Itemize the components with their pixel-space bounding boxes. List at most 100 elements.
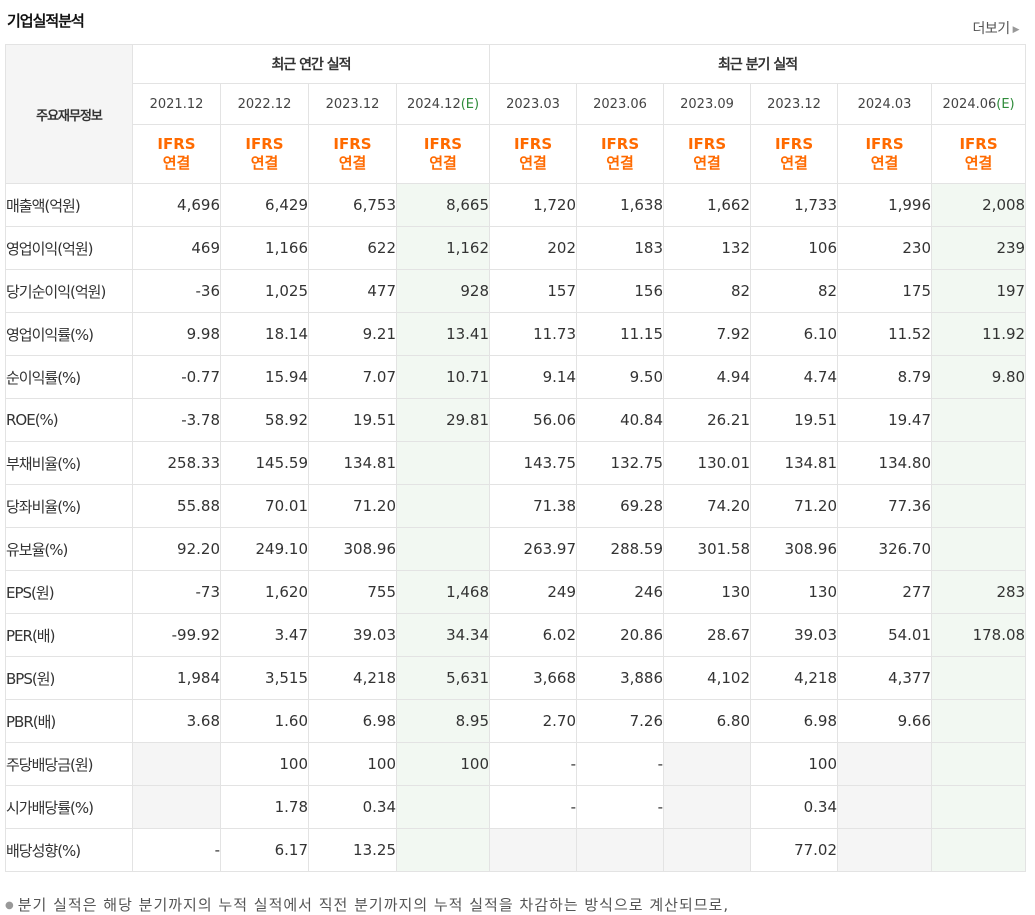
table-cell: - — [576, 742, 665, 786]
row-label: 당좌비율(%) — [5, 484, 133, 528]
section-header: 기업실적분석 더보기 ▶ — [0, 0, 1035, 44]
ifrs-header: IFRS 연결 — [750, 124, 839, 184]
table-cell: 4,696 — [132, 183, 221, 227]
table-cell: 258.33 — [132, 441, 221, 485]
table-row: 시가배당률(%) 1.78 0.34- -0.34 — [5, 785, 1027, 829]
table-cell: 1,468 — [395, 570, 491, 614]
table-cell — [663, 785, 752, 829]
ifrs-header: IFRS 연결 — [576, 124, 665, 184]
table-cell: -3.78 — [132, 398, 221, 442]
table-cell: 77.02 — [750, 828, 839, 872]
table-cell: - — [489, 785, 578, 829]
group-annual: 최근 연간 실적 — [131, 44, 491, 84]
table-cell: 1,162 — [395, 226, 491, 270]
table-cell: 1,662 — [663, 183, 752, 227]
table-cell: 230 — [837, 226, 933, 270]
table-cell: 70.01 — [220, 484, 309, 528]
table-cell: 9.80 — [931, 355, 1027, 399]
table-row: BPS(원) 1,984 3,515 4,218 5,631 3,668 3,886 4,10… — [5, 656, 1027, 700]
table-cell: 3,515 — [220, 656, 309, 700]
table-cell: 4,377 — [837, 656, 933, 700]
bullet-icon: ● — [5, 900, 15, 911]
period-header: 2023.06 — [576, 83, 665, 125]
period-header: 2022.12 — [220, 83, 309, 125]
table-cell: 13.25 — [308, 828, 397, 872]
consolidated-label: 연결 — [338, 154, 367, 172]
table-cell: 11.92 — [931, 312, 1027, 356]
table-cell: 130 — [663, 570, 752, 614]
table-cell: 178.08 — [931, 613, 1027, 657]
footnote: ● 분기 실적은 해당 분기까지의 누적 실적에서 직전 분기까지의 누적 실적을… — [5, 894, 729, 915]
table-cell: 39.03 — [750, 613, 839, 657]
ifrs-header: IFRS 연결 — [837, 124, 933, 184]
table-cell: 469 — [132, 226, 221, 270]
table-cell — [395, 785, 491, 829]
table-cell: 6.98 — [750, 699, 839, 743]
period-label: 2023.06 — [593, 96, 647, 112]
period-header: 2023.12 — [750, 83, 839, 125]
table-cell: 2.70 — [489, 699, 578, 743]
table-cell: 39.03 — [308, 613, 397, 657]
table-cell: -73 — [132, 570, 221, 614]
ifrs-label: IFRS — [245, 135, 284, 153]
table-cell: 100 — [395, 742, 491, 786]
period-header: 2021.12 — [132, 83, 221, 125]
ifrs-label: IFRS — [333, 135, 372, 153]
table-cell: -36 — [132, 269, 221, 313]
table-cell: 143.75 — [489, 441, 578, 485]
period-header: 2023.03 — [489, 83, 578, 125]
table-cell: 18.14 — [220, 312, 309, 356]
table-cell: 1.60 — [220, 699, 309, 743]
table-cell: 3,668 — [489, 656, 578, 700]
table-cell — [395, 441, 491, 485]
table-cell — [931, 527, 1027, 571]
table-cell: 6.02 — [489, 613, 578, 657]
ifrs-header: IFRS 연결 — [663, 124, 752, 184]
table-cell: 928 — [395, 269, 491, 313]
table-cell: 1,733 — [750, 183, 839, 227]
table-cell: 74.20 — [663, 484, 752, 528]
table-cell — [489, 828, 578, 872]
table-cell: 82 — [663, 269, 752, 313]
table-cell: 9.21 — [308, 312, 397, 356]
table-cell — [576, 828, 665, 872]
table-row: PER(배) -99.92 3.47 39.03 34.34 6.02 20.86 28.67… — [5, 613, 1027, 657]
table-cell: 82 — [750, 269, 839, 313]
table-cell: 288.59 — [576, 527, 665, 571]
table-row: 당좌비율(%) 55.88 70.01 71.20 71.38 69.28 74.20 71.… — [5, 484, 1027, 528]
ifrs-header: IFRS 연결 — [395, 124, 491, 184]
ifrs-label: IFRS — [865, 135, 904, 153]
period-label: 2024.03 — [857, 96, 912, 112]
table-cell: 77.36 — [837, 484, 933, 528]
footnote-text: 분기 실적은 해당 분기까지의 누적 실적에서 직전 분기까지의 누적 실적을 … — [17, 896, 730, 914]
more-link[interactable]: 더보기 ▶ — [972, 18, 1019, 38]
table-cell: 249.10 — [220, 527, 309, 571]
row-header: 주요재무정보 — [5, 44, 133, 184]
table-cell: 130.01 — [663, 441, 752, 485]
table-cell — [931, 398, 1027, 442]
table-cell: 308.96 — [308, 527, 397, 571]
table-cell: 28.67 — [663, 613, 752, 657]
table-cell: 55.88 — [132, 484, 221, 528]
table-cell: - — [576, 785, 665, 829]
table-row: 영업이익(억원) 469 1,166 622 1,162 202 183 132 106 230 2… — [5, 226, 1027, 270]
table-cell: 54.01 — [837, 613, 933, 657]
more-label: 더보기 — [972, 21, 1010, 37]
row-label: 영업이익(억원) — [5, 226, 133, 270]
table-cell: 4,102 — [663, 656, 752, 700]
table-row: PBR(배) 3.68 1.60 6.98 8.95 2.70 7.26 6.80 6.98 9.… — [5, 699, 1027, 743]
ifrs-label: IFRS — [687, 135, 727, 153]
row-label: EPS(원) — [5, 570, 133, 614]
table-cell — [931, 828, 1027, 872]
period-header: 2024.12(E) — [395, 83, 491, 125]
table-cell: 9.66 — [837, 699, 933, 743]
table-cell: 157 — [489, 269, 578, 313]
consolidated-label: 연결 — [870, 154, 899, 172]
estimate-mark: (E) — [996, 96, 1015, 112]
table-cell: 1,720 — [489, 183, 578, 227]
ifrs-header: IFRS 연결 — [308, 124, 397, 184]
table-cell: 130 — [750, 570, 839, 614]
ifrs-label: IFRS — [600, 135, 640, 153]
table-cell: 197 — [931, 269, 1027, 313]
row-label: 순이익률(%) — [5, 355, 133, 399]
